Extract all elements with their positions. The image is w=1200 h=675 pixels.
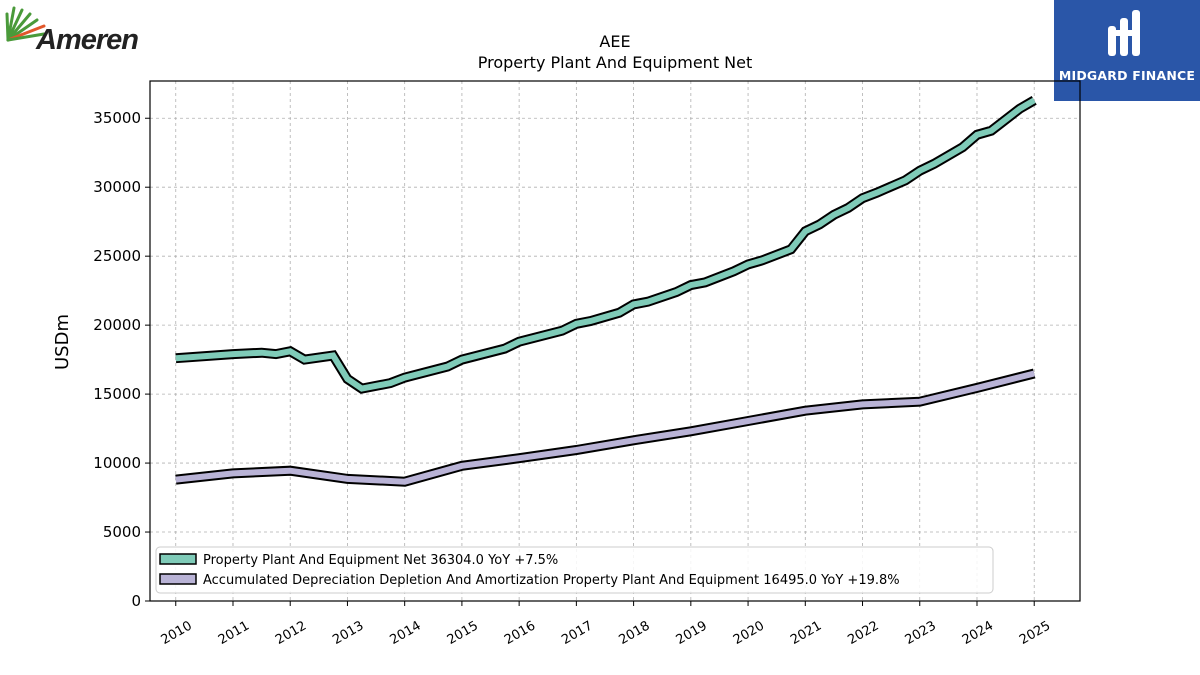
y-axis-label: USDm (52, 314, 73, 370)
midgard-emblem-icon (1108, 10, 1140, 56)
x-tick-label: 2014 (388, 618, 424, 648)
chart-title: AEE (599, 32, 630, 51)
x-tick-label: 2018 (616, 618, 652, 648)
x-tick-label: 2024 (960, 618, 996, 648)
series-line-outline-1 (175, 368, 1036, 487)
series-line-0 (175, 97, 1036, 392)
x-tick-label: 2025 (1017, 618, 1053, 648)
x-tick-label: 2011 (216, 618, 252, 648)
legend-swatch-0 (159, 553, 197, 565)
y-tick-label: 25000 (93, 247, 141, 265)
y-tick-label: 5000 (103, 523, 141, 541)
y-tick-label: 30000 (93, 178, 141, 196)
plot-frame (149, 80, 1081, 602)
midgard-finance-logo: MIDGARD FINANCE (1054, 0, 1200, 101)
ameren-logo-text: Ameren (36, 24, 139, 56)
midgard-finance-text: MIDGARD FINANCE (1058, 68, 1196, 83)
legend-label-1: Accumulated Depreciation Depletion And A… (203, 573, 900, 588)
x-tick-label: 2020 (731, 618, 767, 648)
x-tick-label: 2021 (788, 618, 824, 648)
y-tick-label: 35000 (93, 109, 141, 127)
legend-label-0: Property Plant And Equipment Net 36304.0… (203, 553, 558, 568)
series-line-1 (175, 370, 1035, 485)
x-tick-label: 2019 (674, 618, 710, 648)
x-tick-label: 2016 (502, 618, 538, 648)
series-line-outline-0 (175, 95, 1037, 394)
x-tick-label: 2015 (445, 618, 481, 648)
legend-box (155, 546, 994, 594)
y-tick-label: 0 (131, 592, 141, 610)
legend: Property Plant And Equipment Net 36304.0… (155, 546, 994, 594)
x-tick-label: 2022 (845, 618, 881, 648)
ameren-sunburst-icon (5, 6, 46, 42)
chart-subtitle: Property Plant And Equipment Net (478, 53, 753, 72)
x-tick-label: 2013 (330, 618, 366, 648)
x-tick-label: 2023 (903, 618, 939, 648)
x-tick-label: 2017 (559, 618, 595, 648)
x-tick-label: 2012 (273, 618, 309, 648)
y-tick-label: 10000 (93, 454, 141, 472)
y-tick-label: 15000 (93, 385, 141, 403)
legend-swatch-1 (159, 573, 197, 585)
x-tick-label: 2010 (159, 618, 195, 648)
y-tick-label: 20000 (93, 316, 141, 334)
ameren-logo: Ameren (4, 4, 139, 60)
series (175, 95, 1037, 487)
